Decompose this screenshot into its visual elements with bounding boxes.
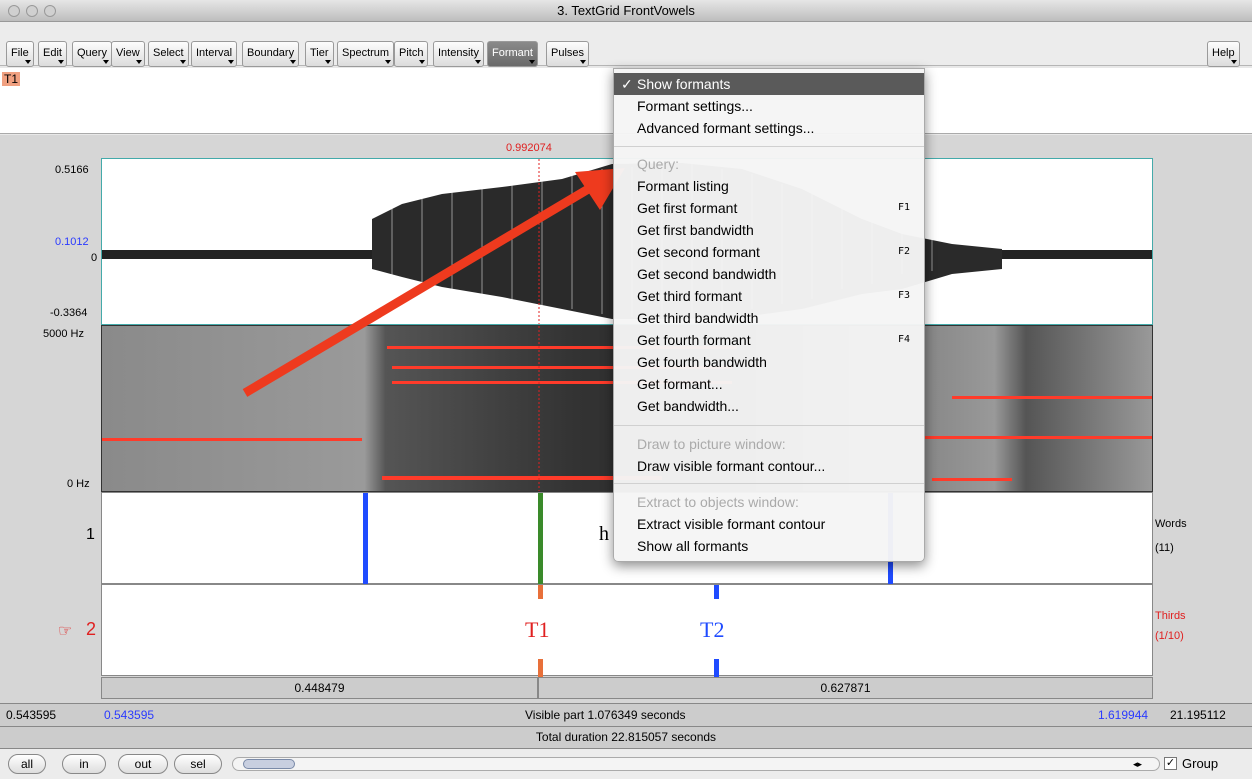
menu-separator (614, 425, 924, 426)
duration-right-label: 0.627871 (820, 681, 871, 695)
visible-start-time: 0.543595 (104, 708, 155, 722)
menu-edit[interactable]: Edit (38, 41, 67, 67)
duration-left-label: 0.448479 (294, 681, 345, 695)
horizontal-scrollbar[interactable] (232, 757, 1160, 771)
group-checkbox[interactable]: ✓ (1164, 757, 1177, 770)
menu-item-extract-visible-formant-contour[interactable]: Extract visible formant contour (637, 516, 826, 532)
wave-blue-label: 0.1012 (55, 236, 89, 248)
menu-tier[interactable]: Tier (305, 41, 334, 67)
menu-item-get-third-bandwidth[interactable]: Get third bandwidth (637, 310, 759, 326)
group-label: Group (1182, 756, 1219, 771)
tier2-point-t2[interactable] (714, 585, 719, 599)
window-title: 3. TextGrid FrontVowels (557, 3, 695, 18)
menu-spectrum[interactable]: Spectrum (337, 41, 395, 67)
checkmark-icon: ✓ (621, 76, 633, 92)
selected-text-label: T1 (2, 72, 21, 86)
menu-item-formant-settings[interactable]: Formant settings... (637, 98, 753, 114)
zoom-window-button[interactable] (44, 5, 56, 17)
tier1-number: 1 (86, 526, 95, 543)
tier2-point-t1-lower (538, 659, 543, 677)
window-end-time: 21.195112 (1170, 708, 1226, 722)
tier1-boundary-selected[interactable] (538, 493, 543, 585)
menu-item-get-second-formant[interactable]: Get second formant F2 (637, 244, 910, 260)
menu-interval[interactable]: Interval (191, 41, 238, 67)
menu-header-extract: Extract to objects window: (637, 494, 799, 510)
menu-item-draw-visible-formant-contour[interactable]: Draw visible formant contour... (637, 458, 826, 474)
menu-query[interactable]: Query (72, 41, 112, 67)
menu-item-get-bandwidth[interactable]: Get bandwidth... (637, 398, 739, 414)
scrollbar-thumb[interactable] (243, 759, 295, 769)
minimize-window-button[interactable] (26, 5, 38, 17)
menu-pulses[interactable]: Pulses (546, 41, 590, 67)
menu-select[interactable]: Select (148, 41, 189, 67)
tier1-interval-text: h (599, 523, 609, 545)
menu-intensity[interactable]: Intensity (433, 41, 484, 67)
total-duration-label: Total duration 22.815057 seconds (535, 730, 717, 744)
menu-item-show-formants[interactable]: ✓ Show formants (614, 73, 924, 95)
duration-left-button[interactable]: 0.448479 (101, 677, 538, 699)
tier2-count: (1/10) (1155, 630, 1184, 642)
menu-item-get-first-formant[interactable]: Get first formant F1 (637, 200, 910, 216)
visible-part-label: Visible part 1.076349 seconds (525, 708, 686, 722)
menu-file[interactable]: File (6, 41, 34, 67)
menu-item-get-second-bandwidth[interactable]: Get second bandwidth (637, 266, 777, 282)
arrow-head (575, 168, 625, 210)
close-window-button[interactable] (8, 5, 20, 17)
menu-item-get-fourth-formant[interactable]: Get fourth formant F4 (637, 332, 910, 348)
zoom-in-button[interactable]: in (62, 754, 106, 774)
total-duration-bar[interactable]: Total duration 22.815057 seconds (0, 727, 1252, 749)
menu-boundary[interactable]: Boundary (242, 41, 300, 67)
menu-help[interactable]: Help (1207, 41, 1240, 67)
tier1-boundary[interactable] (363, 493, 368, 585)
menu-formant[interactable]: Formant (487, 41, 538, 67)
visible-part-bar[interactable] (0, 703, 1252, 727)
menu-header-draw: Draw to picture window: (637, 436, 786, 452)
menu-view[interactable]: View (111, 41, 145, 67)
zoom-out-button[interactable]: out (118, 754, 168, 774)
window-start-time: 0.543595 (6, 708, 57, 722)
menu-item-get-formant[interactable]: Get formant... (637, 376, 723, 392)
menu-item-formant-listing[interactable]: Formant listing (637, 178, 729, 194)
menu-item-show-all-formants[interactable]: Show all formants (637, 538, 749, 554)
tier2-point-t1[interactable] (538, 585, 543, 599)
spectrogram-svg (102, 326, 1152, 491)
tier2-point-t2-lower (714, 659, 719, 677)
zoom-selection-button[interactable]: sel (174, 754, 222, 774)
tier2-pointer-icon: ☞ (58, 623, 73, 640)
cursor-time: 0.992074 (506, 142, 552, 154)
tier-thirds[interactable]: T1 T2 (101, 584, 1153, 677)
formant-dropdown-menu: ✓ Show formants Formant settings... Advan… (613, 68, 925, 562)
wave-max-label: 0.5166 (55, 164, 89, 176)
menu-bar: File Edit Query View Select Interval Bou… (0, 22, 1252, 67)
tier2-name: Thirds (1155, 610, 1186, 622)
tier2-number: 2 (86, 619, 97, 639)
wave-zero-label: 0 (91, 252, 98, 264)
menu-header-query: Query: (637, 156, 680, 172)
formant-tracks (102, 346, 1152, 481)
zoom-all-button[interactable]: all (8, 754, 46, 774)
spectrogram-top-label: 5000 Hz (43, 328, 84, 340)
duration-right-button[interactable]: 0.627871 (538, 677, 1153, 699)
menu-item-get-first-bandwidth[interactable]: Get first bandwidth (637, 222, 754, 238)
menu-item-get-fourth-bandwidth[interactable]: Get fourth bandwidth (637, 354, 767, 370)
menu-separator (614, 483, 924, 484)
visible-end-time: 1.619944 (1098, 708, 1149, 722)
tier2-marker-t2: T2 (700, 617, 725, 642)
menu-item-get-third-formant[interactable]: Get third formant F3 (637, 288, 910, 304)
spectrogram-bottom-label: 0 Hz (67, 478, 90, 490)
arrow-shaft (242, 184, 593, 397)
menu-separator (614, 146, 924, 147)
menu-pitch[interactable]: Pitch (394, 41, 429, 67)
menu-item-advanced-formant-settings[interactable]: Advanced formant settings... (637, 120, 815, 136)
tier2-marker-t1: T1 (525, 617, 550, 642)
scroll-arrows-icon[interactable]: ◂▸ (1133, 759, 1143, 769)
title-bar: 3. TextGrid FrontVowels (0, 0, 1252, 22)
tier1-count: (11) (1155, 542, 1174, 554)
tier1-name: Words (1155, 518, 1187, 530)
wave-min-label: -0.3364 (50, 307, 88, 319)
